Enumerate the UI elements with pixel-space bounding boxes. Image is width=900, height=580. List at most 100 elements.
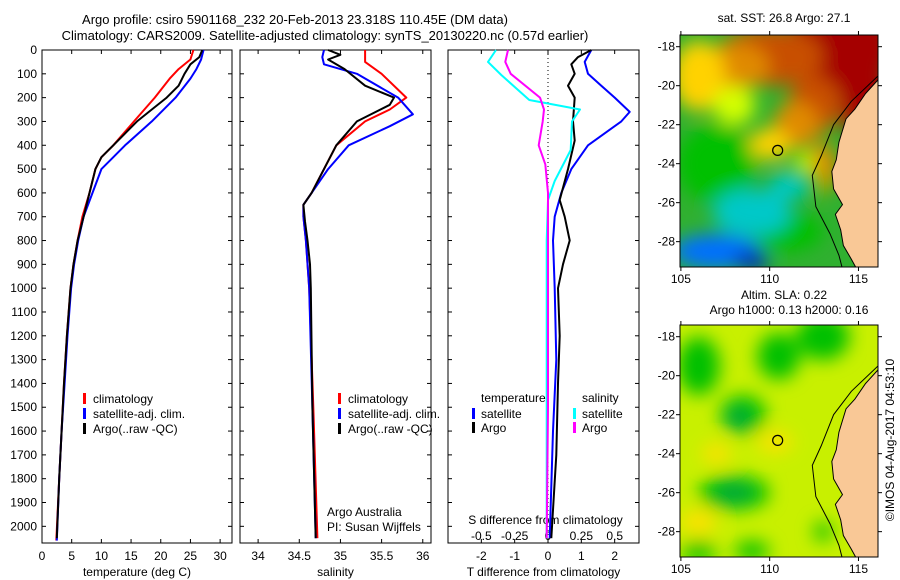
y-tick-label: 1200 — [10, 329, 37, 343]
map-frame — [679, 324, 879, 558]
series-line-satellite-adj-clim- — [302, 49, 414, 539]
legend-label: satellite-adj. clim. — [93, 407, 185, 421]
lat-tick-label: -20 — [658, 79, 676, 93]
series-line-s-satellite — [487, 49, 581, 539]
s-tick-label: -0.5 — [471, 529, 492, 543]
lat-tick-label: -22 — [658, 118, 676, 132]
temperature-profile: 0100200300400500600700800900100011001200… — [10, 43, 233, 579]
s-tick-label: -0.25 — [501, 529, 529, 543]
lat-tick-label: -24 — [658, 447, 676, 461]
y-tick-label: 500 — [17, 162, 37, 176]
shelf-contour — [811, 365, 878, 557]
lat-tick-label: -20 — [658, 369, 676, 383]
map-color-field — [680, 325, 850, 557]
map-title: sat. SST: 26.8 Argo: 27.1 — [718, 11, 851, 25]
y-tick-label: 1500 — [10, 400, 37, 414]
legend-swatch — [472, 422, 475, 433]
map-color-patch — [716, 484, 752, 501]
difference-profile: -2 -1 0 1 2 T difference from climatology -0.5… — [447, 49, 640, 579]
annotation: PI: Susan Wijffels — [327, 520, 421, 534]
legend-label: Argo(..raw -QC) — [348, 422, 433, 436]
x-axis-label: temperature (deg C) — [83, 565, 191, 579]
sla-map: -18 -20 -22 -24 -26 -28 105 110 115 Altim. SLA: 0… — [658, 288, 897, 576]
legend-swatch — [573, 422, 576, 433]
lon-tick-label: 115 — [849, 272, 868, 286]
y-tick-label: 900 — [17, 257, 37, 271]
y-tick-label: 1300 — [10, 353, 37, 367]
map-color-patch — [680, 40, 726, 112]
y-tick-label: 1600 — [10, 424, 37, 438]
x-tick-label: 34 — [251, 549, 265, 563]
map-subtitle: Argo h1000: 0.13 h2000: 0.16 — [710, 303, 869, 317]
legend-swatch — [472, 408, 475, 419]
map-color-patch — [680, 124, 756, 203]
credit-timestamp: ©IMOS 04-Aug-2017 04:53:10 — [883, 359, 897, 522]
salinity-profile-frame — [239, 49, 432, 544]
map-color-patch — [680, 510, 717, 534]
lat-tick-label: -18 — [658, 330, 676, 344]
legend-swatch — [338, 423, 341, 434]
lat-tick-label: -26 — [658, 196, 676, 210]
map-color-patch — [814, 521, 832, 542]
y-tick-label: 1800 — [10, 472, 37, 486]
s-tick-label: 0.5 — [606, 529, 623, 543]
map-field — [680, 325, 878, 557]
float-position-marker — [772, 434, 784, 446]
series-line-s-argo — [504, 49, 549, 539]
x-tick-label: -2 — [476, 549, 487, 563]
x-tick-label: 35 — [334, 549, 348, 563]
legend-label: Argo — [481, 421, 507, 435]
map-color-patch — [748, 128, 791, 160]
s-tick-label: 0 — [545, 529, 552, 543]
y-tick-label: 1100 — [11, 305, 37, 319]
x-tick-label: 35.5 — [370, 549, 394, 563]
y-tick-label: 300 — [17, 114, 37, 128]
y-tick-label: 1400 — [10, 376, 37, 390]
legend-label: satellite — [582, 407, 623, 421]
y-tick-label: 1700 — [10, 448, 37, 462]
lat-tick-label: -18 — [658, 40, 676, 54]
x-tick-label: 20 — [154, 549, 168, 563]
legend-swatch — [573, 408, 576, 419]
y-tick-label: 1900 — [10, 496, 37, 510]
legend-title-salinity: salinity — [582, 391, 619, 405]
map-title: Altim. SLA: 0.22 — [741, 288, 827, 302]
map-color-patch — [712, 85, 756, 125]
legend-swatch — [338, 408, 341, 419]
x-tick-label: 25 — [184, 549, 198, 563]
map-color-patch — [680, 541, 717, 557]
float-position-marker — [772, 144, 784, 156]
map-color-patch — [712, 189, 791, 236]
y-tick-label: 600 — [17, 186, 37, 200]
lon-tick-label: 105 — [671, 562, 691, 576]
x-tick-label: 1 — [578, 549, 585, 563]
y-tick-label: 200 — [17, 91, 37, 105]
legend-label: satellite — [481, 407, 522, 421]
legend-label: satellite-adj. clim. — [348, 407, 440, 421]
lon-tick-label: 110 — [760, 272, 779, 286]
y-tick-label: 700 — [17, 210, 37, 224]
legend-label: climatology — [93, 392, 153, 406]
legend-label: climatology — [348, 392, 408, 406]
sst-map: -18 -20 -22 -24 -26 -28 105 110 115 sat. SST: 26.… — [658, 11, 882, 286]
x-tick-label: 36 — [416, 549, 430, 563]
x-tick-label: 34.5 — [288, 549, 312, 563]
legend-swatch — [83, 393, 86, 404]
s-tick-label: 0.25 — [570, 529, 594, 543]
series-line-argo-raw-qc- — [302, 49, 395, 539]
land-coastline — [831, 79, 878, 267]
y-tick-label: 2000 — [10, 519, 37, 533]
figure-title-line1: Argo profile: csiro 5901168_232 20-Feb-2… — [82, 12, 508, 27]
map-color-patch — [734, 541, 770, 557]
y-tick-label: 1000 — [10, 281, 37, 295]
map-color-patch — [757, 332, 800, 380]
map-color-patch — [796, 325, 850, 361]
y-tick-label: 100 — [17, 67, 37, 81]
x-tick-label: 30 — [213, 549, 227, 563]
y-tick-label: 800 — [17, 234, 37, 248]
x-tick-label: 0 — [545, 549, 552, 563]
shelf-contour — [811, 75, 878, 267]
temperature-profile-frame — [41, 49, 233, 544]
x-axis-label: T difference from climatology — [467, 565, 621, 579]
